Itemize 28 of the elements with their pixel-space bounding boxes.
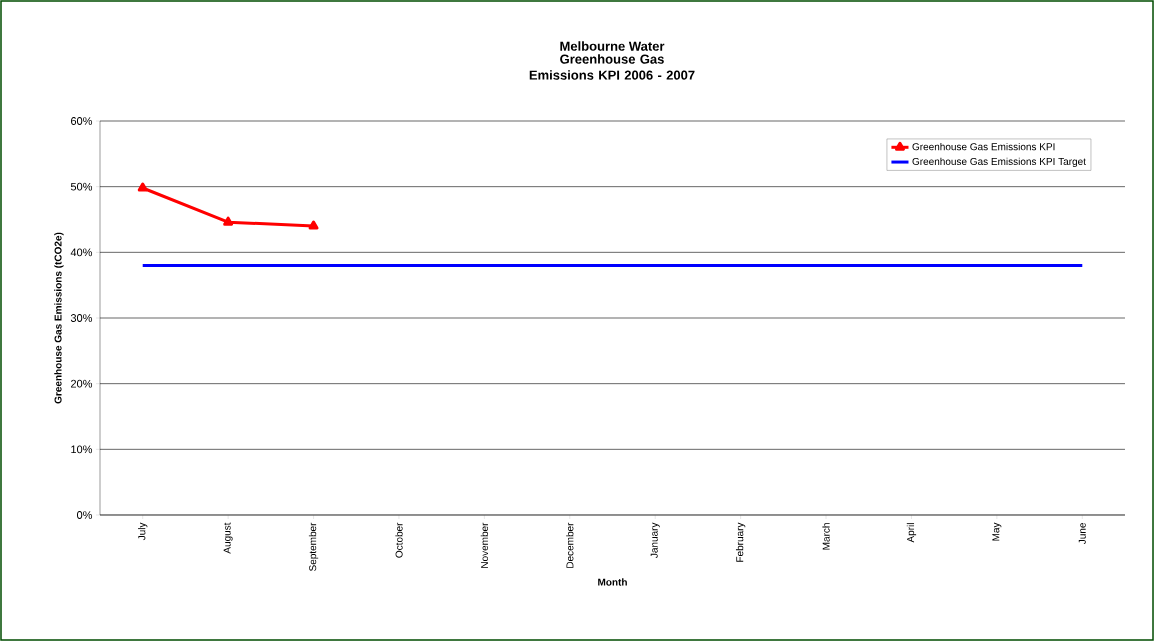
y-tick-label: 10% bbox=[71, 445, 93, 454]
x-tick-label: September bbox=[308, 522, 319, 571]
legend-label: Greenhouse Gas Emissions KPI bbox=[912, 142, 1055, 151]
x-tick-label: March bbox=[822, 523, 830, 550]
y-tick-label: 30% bbox=[70, 314, 93, 322]
x-tick-label: April bbox=[906, 523, 917, 543]
point bbox=[137, 182, 148, 192]
x-tick-label: July bbox=[138, 522, 148, 541]
point bbox=[308, 220, 319, 230]
y-tick-label: 50% bbox=[70, 182, 93, 191]
y-axis-title: Greenhouse Gas Emissions (tCO2e) bbox=[54, 232, 64, 404]
x-tick-label: October bbox=[395, 522, 403, 558]
y-tick-label: 20% bbox=[71, 379, 93, 388]
y-tick-label: 60% bbox=[71, 117, 93, 125]
x-tick-label: December bbox=[566, 522, 574, 568]
x-tick-label: August bbox=[223, 522, 233, 554]
x-tick-label: November bbox=[480, 522, 489, 568]
x-tick-label: January bbox=[650, 522, 660, 558]
x-tick-label: June bbox=[1078, 522, 1086, 545]
chart-subtitle: Greenhouse Gas Emissions KPI 2006 - 2007 bbox=[529, 54, 695, 80]
x-axis-title: Month bbox=[598, 578, 627, 586]
chart-title: Melbourne Water bbox=[560, 41, 665, 51]
x-tick-label: May bbox=[992, 522, 1002, 541]
legend-label: Greenhouse Gas Emissions KPI Target bbox=[912, 157, 1086, 167]
y-tick-label: 0% bbox=[77, 511, 93, 519]
y-tick-label: 40% bbox=[70, 248, 93, 257]
x-tick-label: February bbox=[735, 522, 746, 562]
point bbox=[223, 216, 234, 226]
